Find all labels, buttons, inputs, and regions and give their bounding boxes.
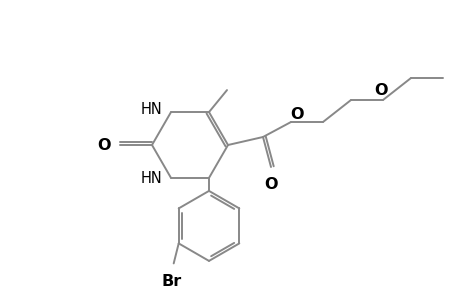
Text: O: O (97, 137, 111, 152)
Text: O: O (374, 82, 387, 98)
Text: O: O (263, 177, 277, 192)
Text: Br: Br (161, 274, 181, 290)
Text: HN: HN (140, 102, 162, 117)
Text: HN: HN (140, 171, 162, 186)
Text: O: O (290, 106, 303, 122)
